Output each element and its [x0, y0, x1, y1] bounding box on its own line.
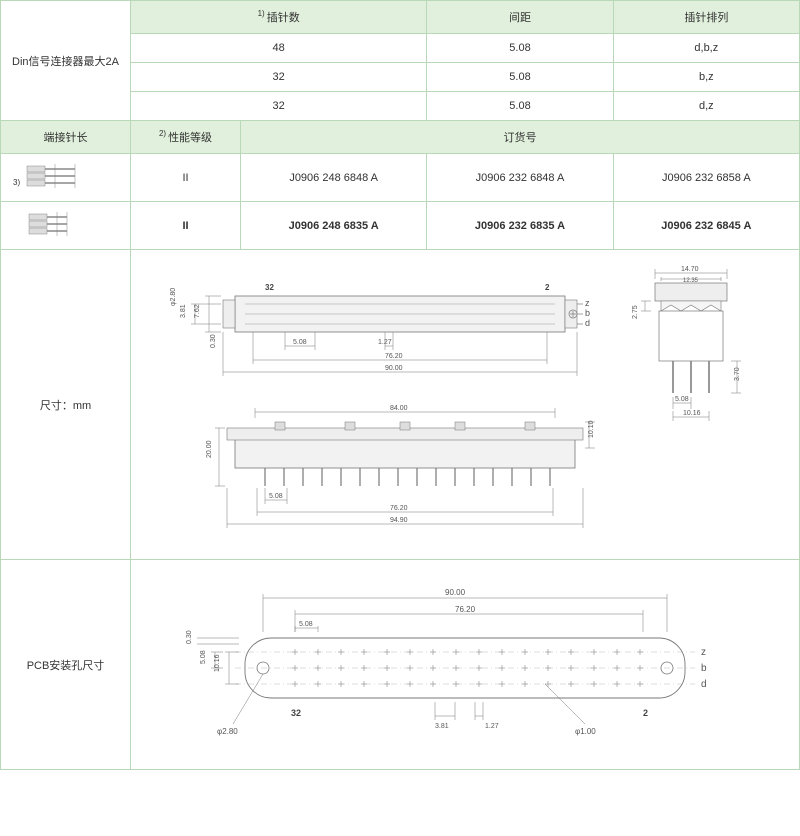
- pin-diagram-icon: [1, 202, 131, 250]
- hdr-pitch: 间距: [427, 1, 613, 34]
- svg-text:0.30: 0.30: [186, 630, 193, 644]
- svg-text:7.62: 7.62: [194, 304, 201, 318]
- svg-text:10.16: 10.16: [214, 654, 221, 672]
- svg-text:b: b: [701, 663, 707, 674]
- svg-text:z: z: [701, 647, 706, 658]
- spec-table: Din信号连接器最大2A 1)插针数 间距 插针排列 48 5.08 d,b,z…: [0, 0, 800, 770]
- pcb-drawing: z b d 32 2 90.00 7: [131, 560, 800, 770]
- svg-text:5.08: 5.08: [269, 493, 283, 500]
- svg-text:5.08: 5.08: [293, 339, 307, 346]
- pin-diagram-icon: 3): [1, 154, 131, 202]
- svg-text:0.30: 0.30: [210, 334, 217, 348]
- svg-text:90.00: 90.00: [385, 365, 403, 372]
- svg-text:1.27: 1.27: [378, 339, 392, 346]
- hdr-arrangement: 插针排列: [613, 1, 799, 34]
- svg-text:2.75: 2.75: [632, 305, 639, 319]
- svg-text:3.81: 3.81: [435, 723, 449, 730]
- svg-text:5.08: 5.08: [675, 396, 689, 403]
- svg-text:d: d: [701, 679, 707, 690]
- svg-text:5.08: 5.08: [200, 650, 207, 664]
- svg-text:32: 32: [291, 708, 301, 718]
- table-row: 3) II J0906 248 6848 A J0906 232 6848 A …: [1, 154, 800, 202]
- svg-text:32: 32: [265, 283, 274, 292]
- hdr-pins: 1)插针数: [131, 1, 427, 34]
- svg-text:φ2.80: φ2.80: [170, 288, 177, 306]
- svg-text:76.20: 76.20: [455, 605, 476, 614]
- hdr-perf: 2)性能等级: [131, 121, 241, 154]
- svg-text:76.20: 76.20: [385, 353, 403, 360]
- svg-text:5.08: 5.08: [299, 621, 313, 628]
- svg-text:84.00: 84.00: [390, 405, 408, 412]
- svg-text:z: z: [585, 298, 590, 308]
- hdr-termlen: 端接针长: [1, 121, 131, 154]
- hdr-order: 订货号: [241, 121, 800, 154]
- svg-text:20.00: 20.00: [206, 440, 213, 458]
- svg-text:φ1.00: φ1.00: [575, 727, 596, 736]
- svg-text:d: d: [585, 318, 590, 328]
- svg-text:14.70: 14.70: [681, 266, 699, 273]
- svg-text:10.16: 10.16: [683, 410, 701, 417]
- svg-text:90.00: 90.00: [445, 588, 466, 597]
- svg-text:94.90: 94.90: [390, 517, 408, 524]
- svg-text:b: b: [585, 308, 590, 318]
- dimension-drawing: z b d 32 2: [131, 250, 800, 560]
- svg-text:12.35: 12.35: [683, 278, 699, 284]
- svg-text:76.20: 76.20: [390, 505, 408, 512]
- dim-label: 尺寸：mm: [1, 250, 131, 560]
- svg-text:2: 2: [545, 283, 550, 292]
- row-label: Din信号连接器最大2A: [1, 1, 131, 121]
- svg-text:3.70: 3.70: [734, 367, 741, 381]
- pcb-label: PCB安装孔尺寸: [1, 560, 131, 770]
- svg-text:2: 2: [643, 708, 648, 718]
- svg-text:1.27: 1.27: [485, 723, 499, 730]
- table-row: II J0906 248 6835 A J0906 232 6835 A J09…: [1, 202, 800, 250]
- svg-text:φ2.80: φ2.80: [217, 727, 238, 736]
- svg-text:3.81: 3.81: [180, 304, 187, 318]
